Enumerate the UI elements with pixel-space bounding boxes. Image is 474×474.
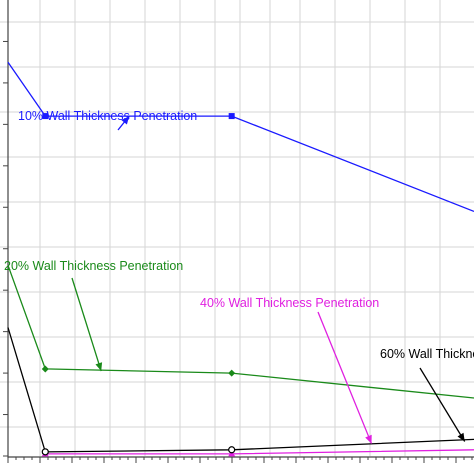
annotation-label-2: 40% Wall Thickness Penetration — [200, 296, 379, 310]
annotation-label-1: 20% Wall Thickness Penetration — [4, 259, 183, 273]
data-point-20-wall-thickness-penetration-2 — [228, 369, 236, 377]
data-point-20-wall-thickness-penetration-1 — [41, 365, 49, 373]
series-line-20-wall-thickness-penetration — [7, 265, 474, 399]
annotation-label-3: 60% Wall Thickness Penetration — [380, 347, 474, 361]
data-point-10-wall-thickness-penetration-1 — [42, 113, 49, 120]
series-10-wall-thickness-penetration — [7, 61, 474, 213]
chart-grid — [0, 0, 474, 463]
annotation-arrow-head-1 — [95, 362, 103, 371]
data-point-10-wall-thickness-penetration-2 — [228, 113, 235, 120]
data-point-60-wall-thickness-penetration-1 — [41, 448, 49, 456]
data-point-60-wall-thickness-penetration-2 — [228, 446, 236, 454]
annotation-arrow-line-1 — [71, 277, 102, 372]
chart-annotations: 10% Wall Thickness Penetration 20% Wall T… — [4, 109, 474, 444]
annotation-label-0: 10% Wall Thickness Penetration — [18, 109, 197, 123]
series-60-wall-thickness-penetration — [7, 327, 474, 456]
annotation-arrow-line-3 — [419, 367, 466, 442]
annotation-arrow-line-2 — [317, 311, 373, 444]
annotation-arrow-head-0 — [121, 116, 130, 125]
annotation-arrow-head-2 — [365, 434, 372, 444]
chart-series — [7, 61, 474, 457]
annotation-arrow-head-3 — [457, 432, 465, 442]
series-20-wall-thickness-penetration — [7, 265, 474, 399]
series-line-60-wall-thickness-penetration — [7, 327, 474, 453]
data-point-40-wall-thickness-penetration-1 — [228, 450, 236, 457]
series-line-10-wall-thickness-penetration — [7, 61, 474, 213]
